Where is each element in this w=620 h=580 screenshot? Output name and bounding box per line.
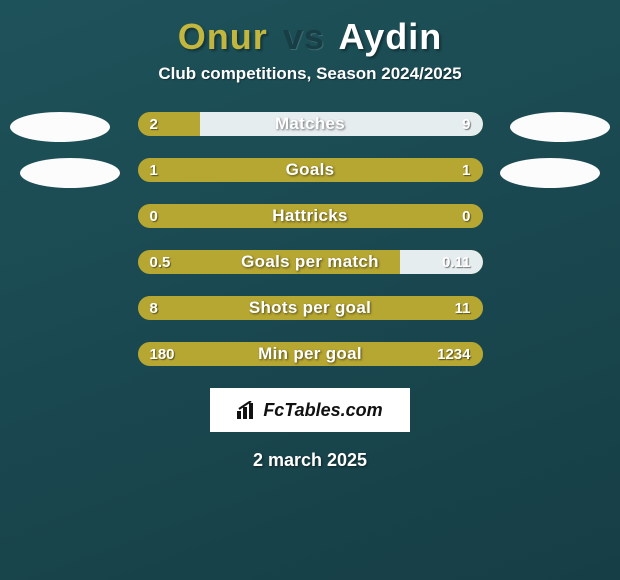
stat-label: Min per goal bbox=[138, 342, 483, 366]
player2-photo-placeholder-1 bbox=[510, 112, 610, 142]
stat-row: 180 Min per goal 1234 bbox=[138, 342, 483, 366]
date-text: 2 march 2025 bbox=[0, 450, 620, 471]
stat-label: Hattricks bbox=[138, 204, 483, 228]
source-logo-text: FcTables.com bbox=[237, 400, 382, 421]
stats-area: 2 Matches 9 1 Goals 1 0 Hattricks 0 0.5 … bbox=[0, 112, 620, 366]
stat-label: Goals per match bbox=[138, 250, 483, 274]
barchart-icon bbox=[237, 401, 259, 419]
title-player2: Aydin bbox=[339, 16, 443, 57]
stat-value-right: 1 bbox=[462, 158, 470, 182]
player1-photo-placeholder-1 bbox=[10, 112, 110, 142]
title-vs: vs bbox=[283, 16, 325, 57]
comparison-card: Onur vs Aydin Club competitions, Season … bbox=[0, 0, 620, 471]
stat-row: 0 Hattricks 0 bbox=[138, 204, 483, 228]
stat-label: Shots per goal bbox=[138, 296, 483, 320]
subtitle: Club competitions, Season 2024/2025 bbox=[0, 64, 620, 84]
stat-row: 2 Matches 9 bbox=[138, 112, 483, 136]
title-player1: Onur bbox=[178, 16, 268, 57]
page-title: Onur vs Aydin bbox=[0, 16, 620, 58]
stat-label: Goals bbox=[138, 158, 483, 182]
player2-photo-placeholder-2 bbox=[500, 158, 600, 188]
stat-row: 0.5 Goals per match 0.11 bbox=[138, 250, 483, 274]
stat-value-right: 11 bbox=[455, 296, 471, 320]
stat-row: 1 Goals 1 bbox=[138, 158, 483, 182]
player1-photo-placeholder-2 bbox=[20, 158, 120, 188]
stat-value-right: 0.11 bbox=[442, 250, 470, 274]
stat-value-right: 1234 bbox=[437, 342, 470, 366]
source-logo-label: FcTables.com bbox=[263, 400, 382, 421]
stat-value-right: 9 bbox=[462, 112, 470, 136]
source-logo: FcTables.com bbox=[210, 388, 410, 432]
stat-value-right: 0 bbox=[462, 204, 470, 228]
stat-row: 8 Shots per goal 11 bbox=[138, 296, 483, 320]
stat-label: Matches bbox=[138, 112, 483, 136]
